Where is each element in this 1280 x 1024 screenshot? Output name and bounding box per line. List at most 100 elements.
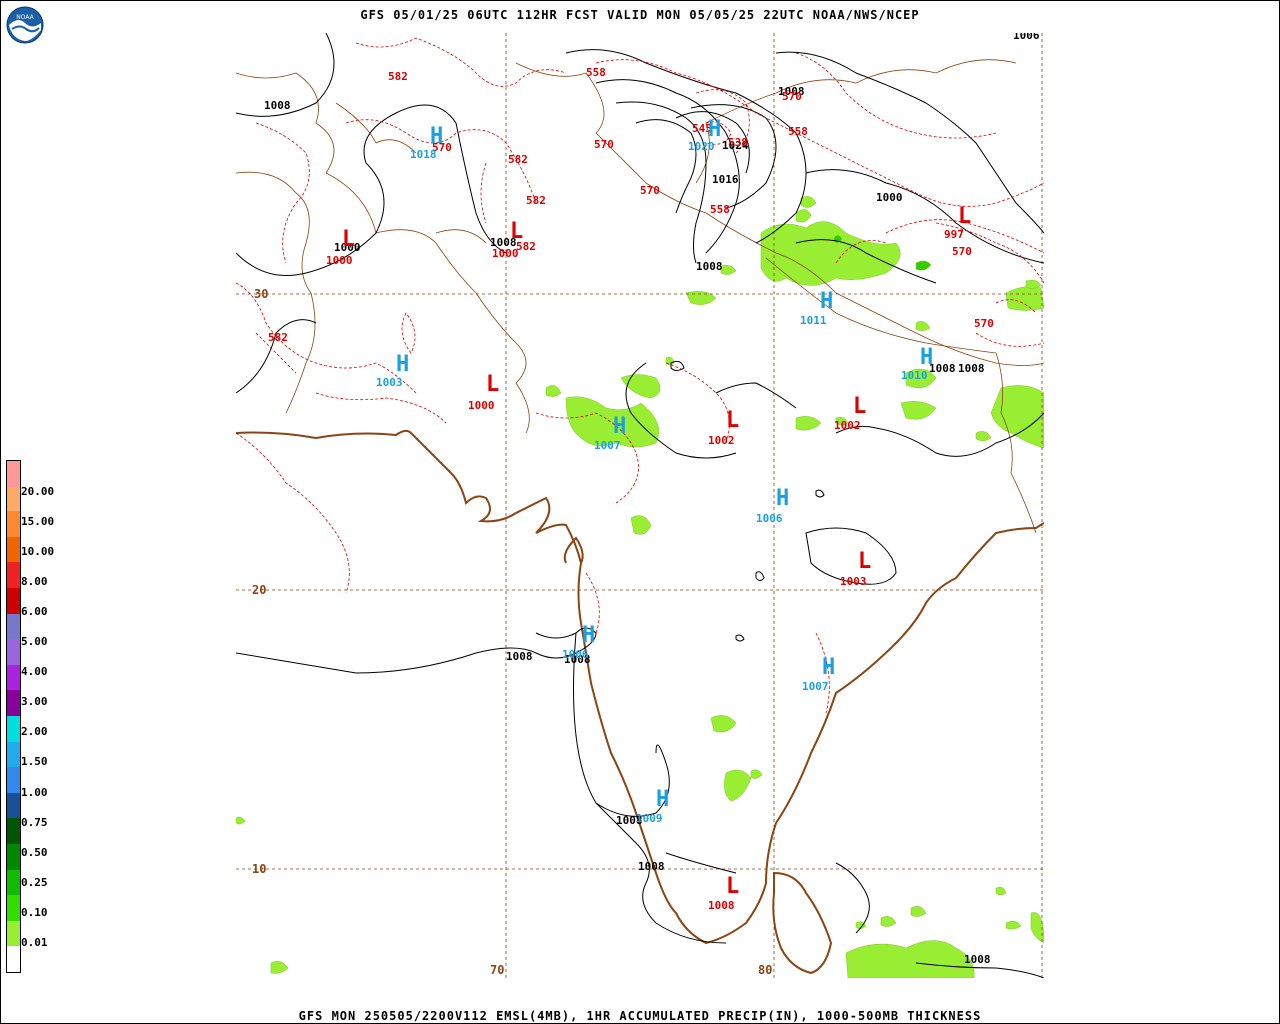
low-center-marker: L 1000 — [492, 219, 523, 260]
political-borders — [236, 59, 1044, 534]
legend-swatch — [6, 460, 21, 487]
svg-text:1011: 1011 — [800, 314, 827, 327]
svg-text:H: H — [822, 655, 835, 680]
isobar-label: 1008 — [778, 85, 805, 98]
legend-swatch — [6, 869, 21, 896]
legend-label: 0.10 — [21, 905, 48, 919]
isobar-label: 1008 — [929, 362, 956, 375]
svg-text:1009: 1009 — [636, 812, 663, 825]
svg-text:H: H — [708, 117, 721, 142]
thickness-label: 582 — [268, 331, 288, 344]
lon-label-70: 70 — [490, 963, 504, 977]
thickness-label: 558 — [788, 125, 808, 138]
svg-text:1002: 1002 — [708, 434, 735, 447]
legend-swatch — [6, 895, 21, 921]
legend-swatch — [6, 690, 21, 716]
svg-text:1010: 1010 — [901, 369, 928, 382]
isobar-label: 1000 — [334, 241, 361, 254]
svg-text:L: L — [858, 549, 871, 574]
svg-text:1007: 1007 — [802, 680, 829, 693]
legend-swatch — [6, 664, 21, 691]
svg-text:1000: 1000 — [468, 399, 495, 412]
legend-swatch — [6, 588, 21, 614]
thickness-label: 570 — [782, 90, 802, 103]
legend-label: 1.00 — [21, 785, 48, 799]
svg-text:997: 997 — [944, 228, 964, 241]
thickness-labels: 582 558 570 558 545 538 570 570 582 582 … — [268, 66, 994, 344]
legend-swatch — [6, 767, 21, 793]
svg-text:L: L — [726, 874, 739, 899]
isobar-label: 1024 — [722, 139, 749, 152]
precip-legend: 0.01 0.10 0.25 0.50 0.75 1.00 1.50 2.00 3.00 4.00… — [6, 460, 66, 973]
svg-text:NOAA: NOAA — [16, 14, 34, 21]
svg-text:1000: 1000 — [326, 254, 353, 267]
legend-label: 8.00 — [21, 574, 48, 588]
legend-swatch — [6, 716, 21, 742]
isobar-label: 1006 — [1013, 33, 1040, 42]
isobar-label: 1008 — [564, 653, 591, 666]
legend-label: 10.00 — [21, 544, 55, 558]
svg-text:L: L — [726, 408, 739, 433]
map-title: GFS 05/01/25 06UTC 112HR FCST VALID MON … — [360, 8, 920, 22]
legend-label: 0.25 — [21, 875, 48, 889]
legend-label: 2.00 — [21, 725, 48, 739]
legend-label: 0.50 — [21, 845, 48, 859]
svg-text:H: H — [776, 486, 789, 511]
thickness-label: 538 — [728, 136, 748, 149]
svg-text:L: L — [853, 394, 866, 419]
isobar-label: 1008 — [264, 99, 291, 112]
thickness-label: 570 — [952, 245, 972, 258]
map-caption: GFS MON 250505/2200V112 EMSL(4MB), 1HR A… — [298, 1009, 982, 1023]
lat-label-30: 30 — [254, 287, 268, 301]
isobar-label: 1008 — [506, 650, 533, 663]
legend-label: 20.00 — [21, 484, 55, 498]
latlon-grid — [236, 33, 1044, 978]
svg-text:H: H — [430, 124, 443, 149]
legend-swatch — [6, 844, 21, 870]
svg-text:1000: 1000 — [492, 247, 519, 260]
noaa-logo-icon: NOAA — [6, 6, 44, 44]
lat-label-20: 20 — [252, 583, 266, 597]
legend-label: 5.00 — [21, 635, 48, 648]
lat-label-10: 10 — [252, 862, 266, 876]
svg-text:1020: 1020 — [688, 140, 715, 153]
svg-text:1003: 1003 — [840, 575, 867, 588]
isobars — [236, 33, 1044, 978]
legend-label: 15.00 — [21, 514, 55, 528]
legend-label: 0.01 — [21, 936, 48, 949]
legend-label: 3.00 — [21, 695, 48, 709]
isobar-label: 1008 — [958, 362, 985, 375]
legend-swatch — [6, 536, 21, 563]
legend-swatch — [6, 920, 21, 947]
isobar-label: 1000 — [876, 191, 903, 204]
svg-text:1003: 1003 — [376, 376, 403, 389]
thickness-label: 582 — [516, 240, 536, 253]
thickness-label: 582 — [526, 194, 546, 207]
isobar-label: 1008 — [964, 953, 991, 966]
svg-text:1006: 1006 — [756, 512, 783, 525]
low-center-marker: L 1000 — [468, 372, 499, 412]
lon-label-80: 80 — [758, 963, 772, 977]
legend-label: 6.00 — [21, 604, 48, 618]
svg-text:1006: 1006 — [562, 648, 589, 661]
coastline — [236, 429, 1044, 975]
svg-text:H: H — [582, 623, 595, 648]
svg-text:H: H — [820, 289, 833, 314]
svg-text:H: H — [396, 352, 409, 377]
legend-label: 0.75 — [21, 815, 48, 829]
legend-swatch — [6, 639, 21, 665]
svg-text:H: H — [920, 345, 933, 370]
thickness-label: 570 — [594, 138, 614, 151]
